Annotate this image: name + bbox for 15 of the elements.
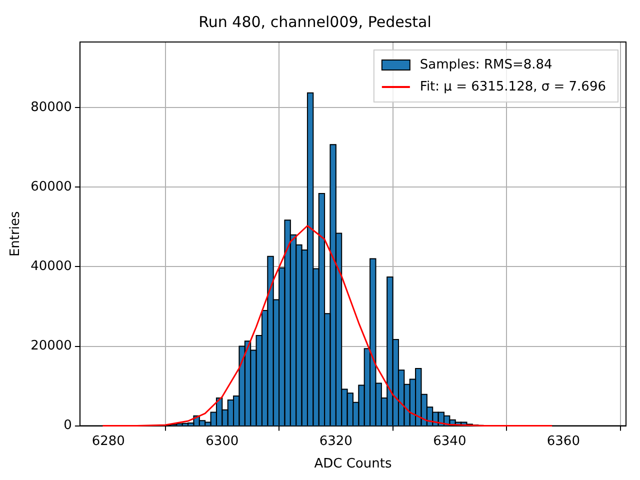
x-tick-label: 6340 (433, 434, 466, 449)
legend-label: Samples: RMS=8.84 (420, 57, 552, 72)
x-tick-label: 6360 (546, 434, 580, 449)
y-tick-label: 20000 (30, 338, 72, 354)
y-tick-label: 0 (64, 418, 72, 434)
x-axis-title: ADC Counts (314, 456, 392, 472)
y-axis-title: Entries (8, 211, 24, 257)
chart-title: Run 480, channel009, Pedestal (198, 12, 432, 31)
x-tick-label: 6320 (319, 434, 352, 449)
y-tick-label: 80000 (30, 100, 72, 115)
y-tick-label: 60000 (30, 180, 72, 195)
x-tick-label: 6280 (92, 434, 125, 449)
legend-label: Fit: μ = 6315.128, σ = 7.696 (420, 79, 606, 94)
y-tick-label: 40000 (30, 259, 72, 274)
x-tick-label: 6300 (206, 434, 239, 449)
